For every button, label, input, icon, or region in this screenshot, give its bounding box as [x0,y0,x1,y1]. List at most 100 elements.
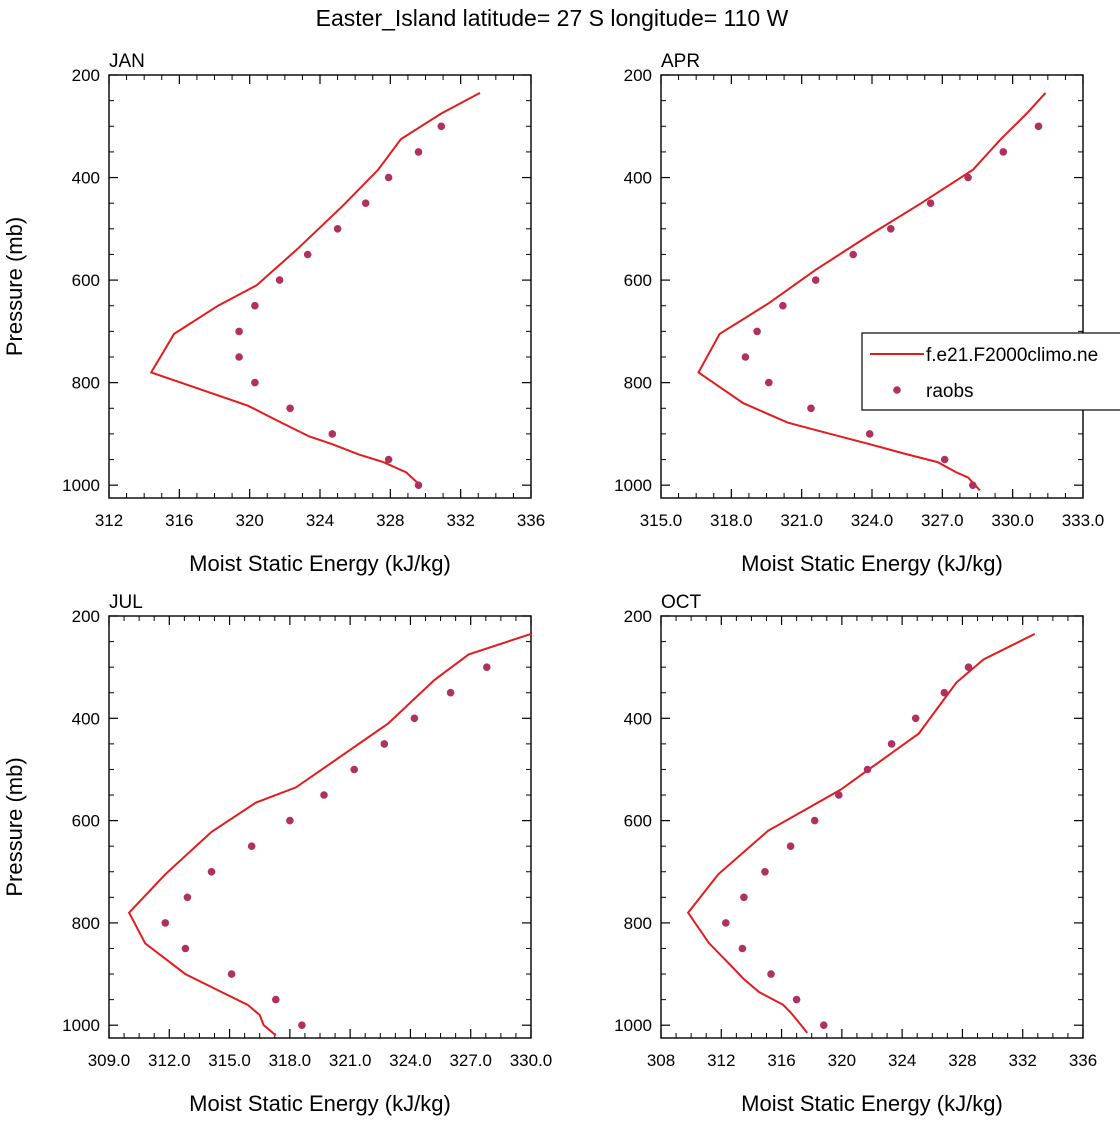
model-series-line [697,92,1047,491]
y-tick-label: 600 [624,271,652,290]
obs-point [227,970,236,978]
obs-point [446,688,455,697]
obs-point [251,378,259,387]
obs-point [207,868,216,876]
panel-jan: 312 316 320 324 328 332 336 200 400 600 800 1000 JAN… [2,51,545,576]
model-series-line [127,632,532,1037]
obs-point [964,663,973,671]
obs-point [786,842,795,850]
x-tick-label: 330.0 [510,1051,553,1070]
obs-point [807,404,815,413]
obs-point [753,327,761,336]
y-axis-label: Pressure (mb) [2,217,27,356]
obs-point [437,122,446,131]
obs-point [964,173,972,182]
legend-obs-marker [893,386,901,394]
obs-point [361,199,370,207]
obs-point [333,225,342,233]
y-tick-label: 200 [624,66,652,85]
obs-point [887,225,895,233]
model-series-line [686,633,1036,1034]
panel-title: APR [661,51,700,72]
panel-apr: 315.0 318.0 321.0 324.0 327.0 330.0 333.0 200 40… [614,51,1104,576]
panel-title: JUL [109,592,143,613]
x-tick-label: 330.0 [991,511,1034,530]
x-tick-label: 336 [1069,1051,1097,1070]
y-tick-label: 400 [624,169,652,188]
x-axis-label: Moist Static Energy (kJ/kg) [741,1091,1003,1116]
x-tick-label: 324.0 [389,1051,432,1070]
x-axis-label: Moist Static Energy (kJ/kg) [189,1091,451,1116]
x-tick-label: 318.0 [269,1051,312,1070]
obs-point [380,740,389,748]
obs-point [863,765,872,774]
obs-point [779,301,787,310]
x-tick-label: 332 [1009,1051,1037,1070]
y-tick-label: 200 [72,607,100,626]
obs-point [235,353,243,361]
x-axis-label: Moist Static Energy (kJ/kg) [189,551,451,576]
obs-point [792,995,801,1004]
obs-point [235,327,243,336]
obs-point [414,148,423,156]
obs-point [926,199,935,207]
legend-obs-label: raobs [926,381,974,402]
x-tick-label: 324.0 [851,511,894,530]
y-tick-label: 1000 [614,1016,652,1035]
obs-point [483,663,491,671]
x-tick-label: 316 [165,511,193,530]
x-axis-label: Moist Static Energy (kJ/kg) [741,551,1003,576]
panel-title: OCT [661,592,702,613]
obs-point [350,765,359,774]
y-tick-label: 200 [624,607,652,626]
obs-point [181,944,190,953]
obs-point [328,430,337,438]
x-tick-label: 312 [707,1051,735,1070]
y-tick-label: 800 [624,914,652,933]
obs-point [286,816,294,825]
obs-point [286,404,294,413]
y-tick-label: 400 [624,709,652,728]
obs-point [887,740,896,748]
obs-point [275,276,284,284]
y-tick-label: 1000 [62,1016,100,1035]
x-tick-label: 308 [647,1051,675,1070]
obs-point [835,791,843,799]
x-tick-label: 320 [235,511,263,530]
obs-point [811,276,820,284]
y-tick-label: 400 [72,709,100,728]
obs-point [1034,122,1043,131]
obs-point [969,481,977,490]
panel-oct: 308 312 316 320 324 328 332 336 200 400 600 800 1000… [614,592,1097,1116]
x-tick-label: 312.0 [148,1051,191,1070]
x-tick-label: 333.0 [1062,511,1105,530]
obs-point [741,353,750,361]
x-tick-label: 315.0 [640,511,683,530]
obs-point [298,1021,306,1029]
obs-point [999,148,1008,156]
y-tick-label: 1000 [62,476,100,495]
x-tick-label: 324 [888,1051,916,1070]
obs-point [320,791,328,799]
x-tick-label: 327.0 [449,1051,492,1070]
y-tick-label: 800 [624,374,652,393]
panel-jul: 309.0 312.0 315.0 318.0 321.0 324.0 327.0 330.0… [2,592,552,1116]
x-tick-label: 332 [446,511,474,530]
obs-point [251,301,259,310]
obs-point [384,455,393,464]
obs-point [183,893,192,902]
obs-point [738,944,747,953]
model-series-line [149,92,481,486]
obs-point [740,893,748,902]
legend-box [861,332,1120,411]
legend: f.e21.F2000climo.ne raobs [861,332,1120,411]
x-tick-label: 316 [767,1051,795,1070]
obs-point [414,481,423,490]
y-tick-label: 800 [72,374,100,393]
x-tick-label: 312 [95,511,123,530]
legend-model-label: f.e21.F2000climo.ne [926,345,1098,366]
x-tick-label: 336 [517,511,545,530]
obs-point [272,995,280,1004]
x-tick-label: 318.0 [710,511,753,530]
